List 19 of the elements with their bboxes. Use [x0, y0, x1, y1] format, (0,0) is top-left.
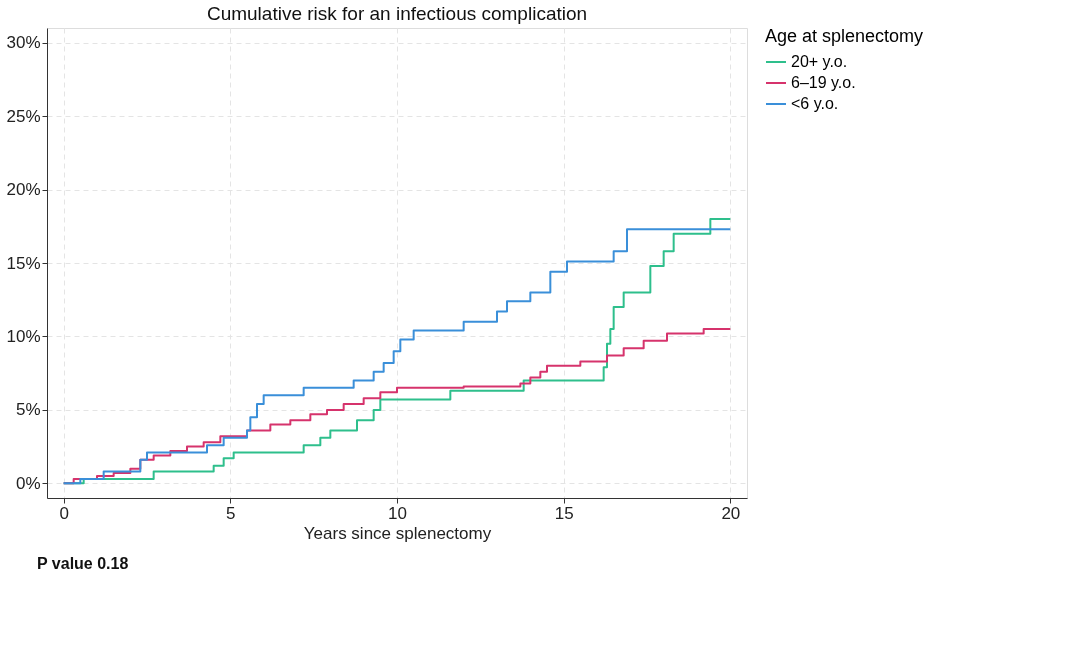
y-tick-label: 5%	[15, 400, 41, 420]
legend-label: 20+ y.o.	[791, 53, 848, 70]
y-tick-label: 15%	[6, 253, 41, 273]
x-tick-label: 15	[554, 503, 574, 523]
y-tick-label: 0%	[15, 473, 41, 493]
text: P value 0.18	[37, 555, 129, 572]
x-tick-label: 20	[721, 503, 741, 523]
x-axis-title: Years since splenectomy	[303, 523, 492, 543]
x-tick-label: 0	[59, 503, 69, 523]
y-tick-label: 20%	[6, 180, 41, 200]
y-tick-label: 25%	[6, 106, 41, 126]
y-tick-label: 10%	[6, 326, 41, 346]
x-tick-label: 5	[226, 503, 236, 523]
legend-label: 6–19 y.o.	[791, 74, 856, 91]
legend-label: <6 y.o.	[791, 95, 839, 112]
chart-title: Cumulative risk for an infectious complication	[206, 3, 588, 24]
x-tick-label: 10	[388, 503, 407, 523]
legend-title: Age at splenectomy	[765, 26, 924, 46]
y-tick-label: 30%	[6, 33, 41, 53]
